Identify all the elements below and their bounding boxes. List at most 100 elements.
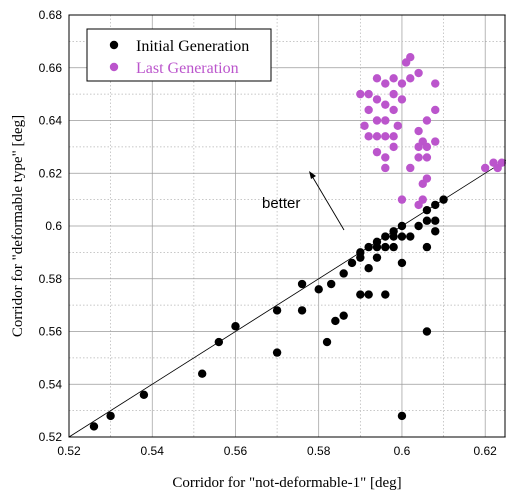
legend-marker-initial-generation bbox=[109, 40, 119, 50]
legend: Initial Generation Last Generation bbox=[86, 28, 272, 82]
point-initial-generation bbox=[397, 221, 407, 231]
point-last-generation bbox=[480, 163, 490, 173]
point-initial-generation bbox=[381, 242, 390, 252]
point-initial-generation bbox=[327, 279, 336, 289]
better-annotation: better bbox=[262, 171, 345, 231]
plot-frame bbox=[68, 14, 506, 438]
data-points bbox=[89, 53, 506, 431]
point-initial-generation bbox=[397, 232, 407, 241]
legend-label-last-generation: Last Generation bbox=[136, 60, 239, 77]
point-initial-generation bbox=[372, 237, 382, 247]
point-initial-generation bbox=[372, 253, 382, 262]
point-initial-generation bbox=[414, 221, 423, 231]
point-initial-generation bbox=[364, 264, 373, 273]
point-initial-generation bbox=[406, 232, 415, 241]
point-last-generation bbox=[364, 105, 373, 115]
better-arrowhead bbox=[309, 171, 316, 179]
point-last-generation bbox=[381, 153, 390, 162]
legend-label-initial-generation: Initial Generation bbox=[136, 38, 249, 55]
point-initial-generation bbox=[381, 232, 390, 241]
point-last-generation bbox=[389, 132, 398, 141]
point-last-generation bbox=[414, 68, 423, 78]
point-last-generation bbox=[397, 79, 407, 88]
point-initial-generation bbox=[389, 227, 398, 236]
point-initial-generation bbox=[431, 216, 440, 225]
point-last-generation bbox=[381, 79, 390, 88]
point-last-generation bbox=[389, 74, 398, 83]
x-tick-label: 0.6 bbox=[394, 444, 411, 458]
point-last-generation bbox=[389, 89, 398, 99]
point-last-generation bbox=[397, 95, 407, 104]
better-label: better bbox=[262, 195, 300, 212]
point-last-generation bbox=[406, 163, 415, 173]
y-tick-label: 0.6 bbox=[45, 219, 62, 233]
point-last-generation bbox=[431, 105, 440, 115]
x-tick-label: 0.54 bbox=[141, 444, 165, 458]
point-initial-generation bbox=[139, 390, 149, 399]
point-last-generation bbox=[422, 153, 432, 162]
point-initial-generation bbox=[231, 322, 240, 331]
point-last-generation bbox=[372, 116, 382, 125]
point-last-generation bbox=[406, 53, 415, 62]
x-tick-label: 0.58 bbox=[307, 444, 331, 458]
point-initial-generation bbox=[431, 227, 440, 236]
point-last-generation bbox=[381, 100, 390, 109]
point-initial-generation bbox=[422, 216, 432, 225]
y-tick-label: 0.56 bbox=[39, 325, 63, 339]
point-initial-generation bbox=[356, 290, 365, 299]
point-last-generation bbox=[418, 195, 427, 204]
y-tick-label: 0.58 bbox=[39, 272, 63, 286]
y-tick-label: 0.68 bbox=[39, 8, 63, 22]
point-initial-generation bbox=[339, 311, 348, 320]
point-last-generation bbox=[372, 74, 382, 83]
point-last-generation bbox=[372, 132, 382, 141]
point-initial-generation bbox=[339, 269, 348, 278]
point-last-generation bbox=[497, 158, 506, 167]
point-initial-generation bbox=[439, 195, 448, 204]
y-tick-label: 0.64 bbox=[39, 114, 63, 128]
x-axis-label: Corridor for "not-deformable-1" [deg] bbox=[172, 475, 401, 491]
point-last-generation bbox=[372, 147, 382, 157]
point-last-generation bbox=[381, 132, 390, 141]
y-tick-label: 0.54 bbox=[39, 377, 63, 391]
point-initial-generation bbox=[331, 316, 340, 326]
point-initial-generation bbox=[389, 242, 398, 252]
point-initial-generation bbox=[272, 348, 282, 357]
point-initial-generation bbox=[364, 242, 373, 252]
point-last-generation bbox=[422, 174, 432, 183]
point-last-generation bbox=[389, 142, 398, 152]
y-tick-label: 0.52 bbox=[39, 430, 63, 444]
point-initial-generation bbox=[322, 337, 332, 347]
point-last-generation bbox=[422, 116, 432, 125]
point-last-generation bbox=[431, 137, 440, 146]
point-last-generation bbox=[414, 153, 423, 162]
point-initial-generation bbox=[422, 242, 432, 252]
y-tick-label: 0.66 bbox=[39, 61, 63, 75]
point-last-generation bbox=[397, 195, 407, 204]
point-initial-generation bbox=[397, 258, 407, 268]
point-last-generation bbox=[414, 126, 423, 136]
point-initial-generation bbox=[356, 248, 365, 257]
x-tick-label: 0.62 bbox=[474, 444, 498, 458]
point-initial-generation bbox=[314, 285, 323, 294]
point-last-generation bbox=[422, 142, 432, 152]
y-tick-labels: 0.52 0.54 0.56 0.58 0.6 0.62 0.64 0.66 0.68 bbox=[39, 8, 63, 444]
y-axis-label: Corridor for "deformable type" [deg] bbox=[10, 115, 26, 337]
point-initial-generation bbox=[422, 327, 432, 336]
point-last-generation bbox=[356, 89, 365, 99]
point-initial-generation bbox=[422, 205, 432, 215]
point-last-generation bbox=[360, 121, 369, 130]
point-last-generation bbox=[406, 74, 415, 83]
better-arrow bbox=[311, 175, 345, 231]
x-tick-labels: 0.52 0.54 0.56 0.58 0.6 0.62 bbox=[57, 444, 497, 458]
point-initial-generation bbox=[431, 200, 440, 210]
point-last-generation bbox=[389, 105, 398, 115]
point-initial-generation bbox=[89, 422, 99, 431]
point-last-generation bbox=[364, 89, 373, 99]
point-initial-generation bbox=[397, 411, 407, 421]
y-tick-label: 0.62 bbox=[39, 166, 63, 180]
x-tick-label: 0.56 bbox=[224, 444, 248, 458]
point-last-generation bbox=[431, 79, 440, 88]
point-last-generation bbox=[393, 121, 402, 130]
